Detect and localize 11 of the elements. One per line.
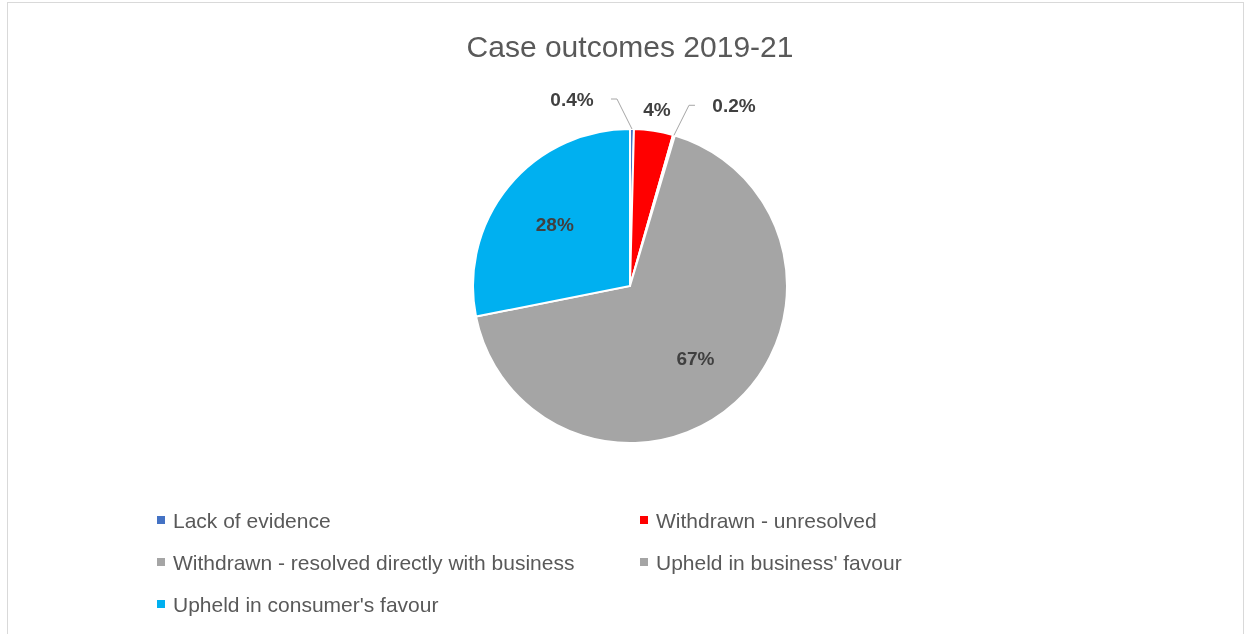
data-label: 28% — [535, 213, 574, 235]
data-label: 0.4% — [550, 88, 594, 110]
legend-label: Withdrawn - resolved directly with business — [173, 551, 575, 575]
legend-label: Upheld in business' favour — [656, 551, 902, 575]
data-label: 4% — [643, 98, 671, 120]
data-label: 67% — [676, 347, 715, 369]
data-label: 0.2% — [712, 94, 756, 116]
chart-title: Case outcomes 2019-21 — [466, 30, 794, 63]
legend-label: Upheld in consumer's favour — [173, 593, 439, 617]
legend-label: Withdrawn - unresolved — [656, 509, 877, 533]
legend-label: Lack of evidence — [173, 509, 331, 533]
